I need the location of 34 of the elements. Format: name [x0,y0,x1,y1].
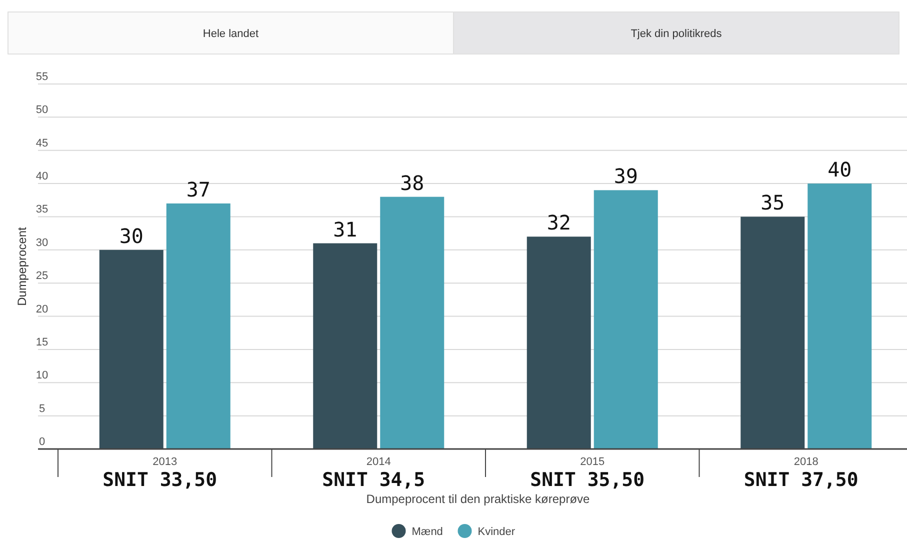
data-label: 30 [119,224,144,248]
x-tick-label: 2015 [580,456,605,468]
data-label: 40 [828,158,852,182]
y-tick-label: 30 [36,236,48,249]
text: Tjek din politikreds [630,28,722,40]
y-tick-label: 35 [36,204,48,216]
text: SNIT 34,5 [322,469,426,491]
data-label: 39 [614,164,638,188]
y-tick-label: 0 [38,436,46,448]
y-tick-label: 15 [36,336,48,348]
y-axis-title: Dumpeprocent [15,226,29,306]
text: SNIT 33,50 [102,469,218,491]
x-axis-title: Dumpeprocent til den praktiske køreprøve [366,492,590,506]
data-label: 38 [400,170,424,195]
y-tick-label: 45 [36,137,48,150]
x-tick-label: 2018 [794,456,818,468]
y-tick-label: 55 [36,71,48,83]
y-tick-label: 25 [36,270,48,282]
data-label: 31 [333,217,358,242]
text: Hele landet [202,28,259,40]
x-tick-label: 2013 [152,456,178,468]
y-tick-label: 5 [38,402,46,415]
data-label: 37 [186,177,210,202]
y-tick-label: 20 [36,303,48,316]
data-label: 35 [760,190,785,215]
legend-label: Kvinder [478,526,516,538]
x-tick-label: 2014 [366,456,391,468]
y-tick-label: 50 [36,104,48,116]
legend-label: Mænd [412,526,443,538]
data-label: 32 [546,210,571,235]
y-tick-label: 10 [36,370,48,382]
text: SNIT 37,50 [744,469,858,491]
y-tick-label: 40 [36,170,48,183]
text: SNIT 35,50 [530,469,645,491]
